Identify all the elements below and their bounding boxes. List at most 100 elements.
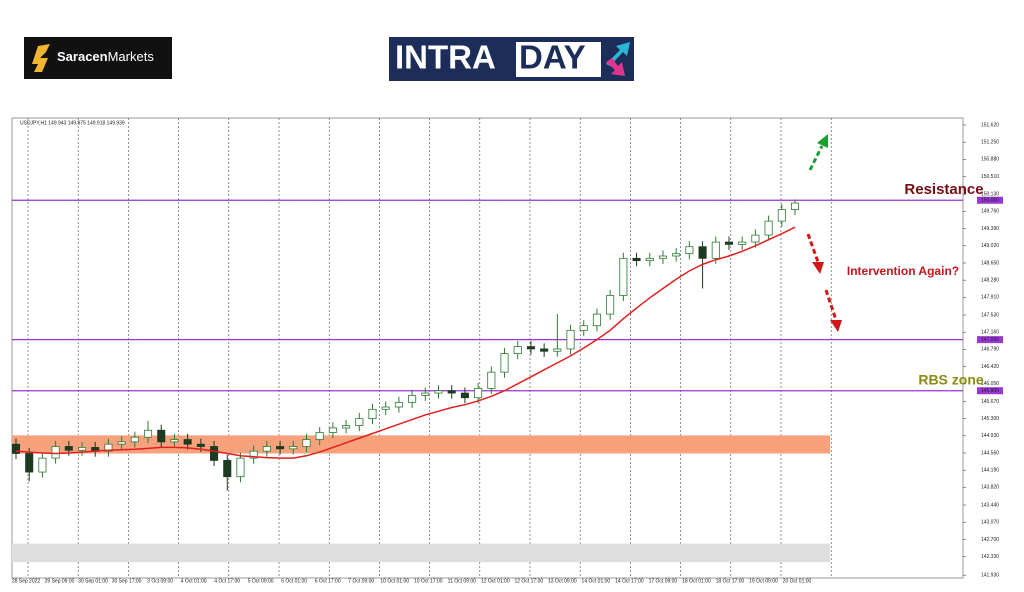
candle-body — [236, 457, 245, 478]
candle-body — [157, 429, 166, 443]
level-box — [977, 196, 1003, 204]
candle-body — [540, 348, 549, 352]
candle-body — [117, 441, 126, 445]
arrows — [806, 134, 842, 332]
candle-body — [777, 209, 786, 222]
logo-day-box — [516, 42, 601, 77]
x-tick-label: 18 Oct 01:00 — [682, 578, 711, 584]
y-tick-label: 143.440 — [981, 502, 999, 508]
candle-body — [368, 408, 377, 420]
arrow-head — [817, 134, 828, 148]
x-tick-label: 19 Oct 09:00 — [749, 578, 778, 584]
x-tick-label: 29 Sep 09:00 — [45, 578, 75, 584]
y-tick-label: 142.700 — [981, 537, 999, 543]
logo-box — [24, 37, 172, 79]
vertical-grid — [27, 118, 832, 578]
candle-body — [38, 457, 47, 473]
candle-body — [183, 439, 192, 445]
level-label: 147.000 — [981, 337, 999, 343]
symbol-info: USDJPY,H1 149.943 149.975 149.918 149.93… — [20, 120, 125, 126]
candle-body — [170, 439, 179, 443]
x-tick-label: 10 Oct 17:00 — [414, 578, 443, 584]
candle-body — [51, 446, 60, 459]
logo-icon — [32, 44, 50, 72]
x-tick-label: 12 Oct 17:00 — [515, 578, 544, 584]
x-tick-label: 28 Sep 2022 — [12, 578, 41, 584]
y-tick-label: 146.420 — [981, 364, 999, 370]
candle-body — [394, 401, 403, 408]
arrow-down — [824, 289, 838, 321]
candle-body — [672, 253, 681, 257]
y-tick-label: 144.190 — [981, 468, 999, 474]
candle-body — [144, 429, 153, 438]
y-tick-label: 143.820 — [981, 485, 999, 491]
candle-body — [196, 443, 205, 447]
candle-body — [764, 220, 773, 236]
candle-body — [77, 447, 87, 451]
x-tick-label: 12 Oct 01:00 — [481, 578, 510, 584]
candle-body — [711, 241, 720, 259]
candle-body — [685, 246, 694, 255]
candle-body — [64, 446, 73, 451]
logo-dark: DAY — [519, 39, 586, 76]
candle-body — [434, 390, 443, 394]
candle-body — [658, 255, 667, 259]
candle-body — [289, 446, 298, 450]
candle-body — [592, 313, 601, 327]
candle-body — [606, 295, 615, 315]
candle-body — [632, 257, 641, 262]
candle-body — [276, 446, 285, 450]
x-tick-label: 4 Oct 17:00 — [214, 578, 240, 584]
arrow-up — [808, 145, 824, 171]
x-tick-label: 11 Oct 09:00 — [448, 578, 476, 584]
candle-body — [130, 436, 139, 443]
candle-body — [223, 460, 232, 478]
y-tick-label: 145.300 — [981, 416, 999, 422]
arrow-head — [830, 320, 842, 332]
candle-body — [460, 392, 469, 399]
candle-body — [474, 388, 483, 399]
y-tick-label: 146.050 — [981, 381, 999, 387]
y-tick-label: 142.330 — [981, 554, 999, 560]
x-tick-label: 20 Oct 01:00 — [783, 578, 812, 584]
candle-body — [790, 202, 800, 210]
plot-frame — [11, 117, 964, 579]
candle-body — [553, 348, 562, 352]
zone — [12, 543, 830, 563]
candle-body — [487, 371, 496, 389]
y-tick-label: 150.130 — [981, 192, 999, 198]
candle-body — [579, 325, 588, 331]
x-tick-label: 5 Oct 09:00 — [248, 578, 274, 584]
y-tick-label: 149.020 — [981, 243, 999, 249]
brand: SaracenMarkets — [57, 49, 154, 64]
y-tick-label: 144.560 — [981, 450, 999, 456]
y-tick-label: 148.280 — [981, 277, 999, 283]
candle-body — [421, 392, 430, 396]
candle-body — [447, 390, 456, 394]
x-tick-label: 13 Oct 09:00 — [548, 578, 577, 584]
candle-body — [738, 241, 747, 245]
candle-body — [724, 241, 734, 245]
x-tick-label: 17 Oct 09:00 — [649, 578, 678, 584]
arrow-head — [812, 262, 824, 274]
brand-bold: Saracen — [57, 49, 108, 64]
candle-body — [513, 346, 522, 354]
x-tick-label: 10 Oct 01:00 — [380, 578, 409, 584]
annotation: RBS zone — [918, 372, 984, 388]
y-tick-label: 149.760 — [981, 209, 999, 215]
candle-body — [645, 257, 654, 262]
candle-body — [104, 443, 113, 452]
candle-body — [751, 234, 760, 243]
y-tick-label: 147.530 — [981, 312, 999, 318]
logo-arrow-down — [606, 58, 625, 76]
level-box — [977, 387, 1003, 395]
arrow-down — [806, 233, 820, 263]
x-tick-label: 7 Oct 09:00 — [348, 578, 374, 584]
candle-body — [698, 246, 707, 259]
candle-body — [619, 257, 628, 296]
candle-body — [566, 329, 575, 350]
x-tick-label: 30 Sep 01:00 — [78, 578, 108, 584]
moving-average — [15, 226, 796, 459]
candle-body — [25, 453, 34, 473]
y-tick-label: 144.930 — [981, 433, 999, 439]
